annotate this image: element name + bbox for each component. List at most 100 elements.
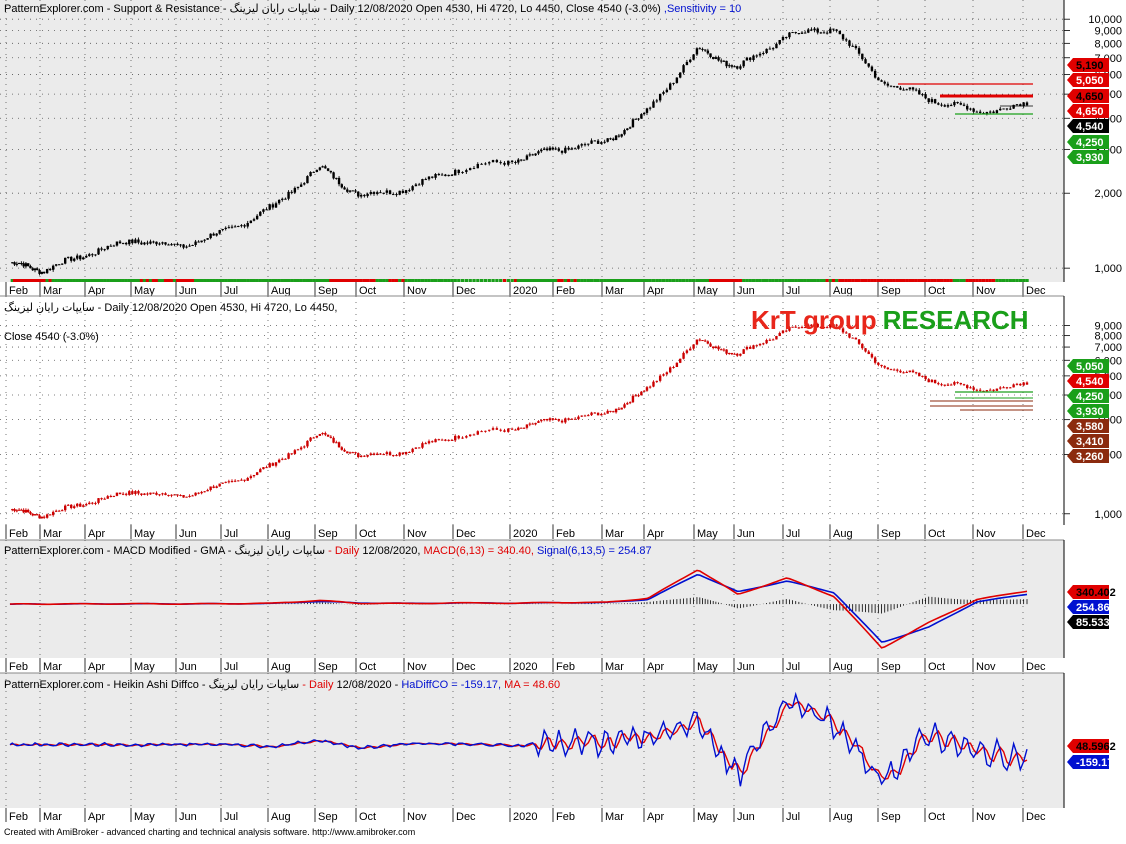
candle-body [551, 418, 555, 420]
price-pane-2-background [0, 296, 1064, 525]
candle-body [628, 127, 632, 129]
candle-body [768, 339, 772, 341]
trend-strip-cell [573, 279, 577, 283]
trend-strip-cell [221, 279, 225, 283]
candle-body [672, 82, 675, 84]
trend-strip-cell [949, 279, 953, 283]
trend-strip-cell [411, 279, 415, 283]
candle-body [351, 190, 354, 192]
candle-body [411, 448, 414, 453]
value-tag-label: 5,050 [1076, 75, 1104, 87]
candle-body [953, 101, 956, 106]
value-tag-pointer [1067, 104, 1073, 118]
candle-body [689, 59, 692, 62]
trend-strip-cell [323, 279, 328, 283]
value-tag-pointer [1067, 615, 1073, 629]
candle-body [711, 346, 715, 348]
month-label-mar: Mar [605, 528, 624, 540]
month-label-apr: Apr [647, 285, 664, 297]
trend-strip-cell [648, 279, 652, 283]
candle-body [343, 449, 346, 452]
candle-body [813, 28, 816, 31]
candle-body [209, 486, 212, 490]
heikin-pane-background [0, 673, 1064, 808]
month-label-jun: Jun [179, 661, 197, 673]
candle-body [534, 422, 537, 425]
price-pane[interactable]: PatternExplorer.com - Support & Resistan… [0, 0, 1126, 283]
candle-body [468, 434, 472, 437]
candle-body [124, 493, 128, 495]
price-pane-2[interactable]: سایپات رایان لیزینگ - Daily 12/08/2020 O… [0, 295, 1126, 525]
month-label-feb: Feb [9, 285, 28, 297]
trend-strip-cell [398, 279, 402, 283]
candle-body [262, 209, 265, 212]
trend-strip-cell [1005, 279, 1009, 283]
candle-body [940, 384, 943, 386]
candle-body [454, 169, 457, 176]
candle-body [414, 447, 418, 449]
trend-strip-cell [252, 279, 256, 283]
candle-body [596, 140, 600, 144]
trend-strip-cell [1008, 279, 1012, 283]
value-tag-label: 3,930 [1076, 152, 1104, 164]
month-label-jun: Jun [737, 528, 755, 540]
candle-body [26, 509, 30, 513]
trend-strip-cell [175, 279, 180, 283]
value-tag-label: 4,650 [1076, 91, 1104, 103]
candle-body [179, 495, 182, 497]
trend-strip-cell [37, 279, 42, 283]
value-tag-label: 4,250 [1076, 391, 1104, 403]
candle-body [299, 184, 303, 187]
trend-strip-cell [985, 279, 989, 283]
candle-body [937, 383, 940, 385]
candle-body [525, 424, 529, 428]
trend-strip-cell [255, 279, 259, 283]
trend-strip-cell [69, 279, 73, 283]
candle-body [745, 57, 749, 61]
trend-strip-cell [172, 279, 177, 283]
macd-pane[interactable]: PatternExplorer.com - MACD Modified - GM… [0, 539, 1126, 658]
heikin-value-tags: 48.5962 -159.173 [1063, 673, 1126, 808]
candle-body [794, 32, 797, 34]
trend-strip-cell [768, 279, 772, 283]
candle-body [600, 413, 603, 416]
candle-body [706, 50, 710, 54]
trend-strip-cell [844, 279, 848, 283]
candle-body [739, 66, 742, 69]
trend-strip-cell [714, 279, 718, 283]
trend-strip-cell [901, 279, 906, 283]
trend-strip-cell [96, 279, 101, 283]
candle-body [20, 263, 23, 265]
trend-strip-cell [261, 279, 266, 283]
candle-body [807, 29, 810, 33]
trend-strip-cell [326, 279, 330, 283]
trend-strip-cell [78, 279, 82, 283]
candle-body [379, 192, 382, 194]
candle-body [733, 353, 736, 355]
value-tag-label: 48.5962 [1076, 741, 1116, 753]
month-label-jul: Jul [224, 811, 238, 823]
trend-strip-cell [617, 279, 621, 283]
trend-strip-cell [60, 279, 64, 283]
trend-strip-cell [905, 279, 909, 283]
y-tick-label: 1,000 [1094, 263, 1122, 275]
candle-body [883, 81, 886, 84]
candle-body [949, 384, 953, 386]
candle-body [259, 211, 262, 216]
month-label-mar: Mar [43, 661, 62, 673]
trend-strip-cell [620, 279, 624, 283]
month-label-2020: 2020 [513, 528, 537, 540]
candle-body [215, 233, 218, 236]
trend-strip-cell [688, 279, 692, 283]
trend-strip-cell [169, 279, 174, 283]
trend-strip-cell [293, 279, 297, 283]
candle-body [645, 387, 649, 391]
month-label-mar: Mar [605, 285, 624, 297]
candle-body [554, 418, 557, 420]
candle-body [128, 491, 131, 495]
candle-body [1005, 387, 1009, 389]
month-label-2020: 2020 [513, 285, 537, 297]
heikin-pane[interactable]: PatternExplorer.com - Heikin Ashi Diffco… [0, 672, 1126, 808]
candle-body [940, 104, 943, 106]
candle-body [854, 45, 858, 49]
